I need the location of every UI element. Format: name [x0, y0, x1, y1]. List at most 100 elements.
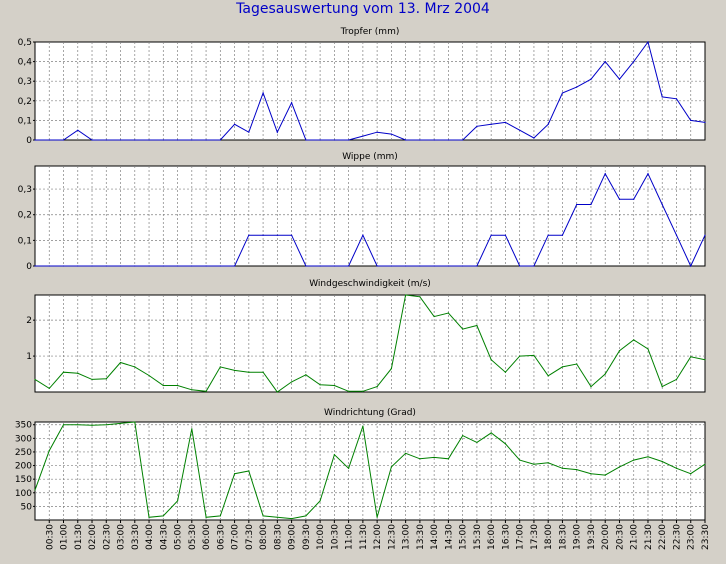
- data-point: [305, 265, 307, 267]
- y-tick-label: 0,4: [18, 58, 33, 68]
- data-point: [704, 463, 706, 465]
- data-point: [91, 378, 93, 381]
- data-point: [348, 139, 350, 141]
- data-point: [433, 265, 435, 267]
- data-point: [219, 515, 221, 517]
- data-point: [376, 265, 378, 267]
- data-point: [390, 466, 392, 468]
- x-tick-label: 20:00: [601, 524, 611, 550]
- x-tick-label: 01:30: [74, 524, 84, 550]
- data-point: [276, 234, 278, 236]
- data-point: [675, 378, 678, 381]
- x-tick-label: 06:00: [202, 524, 212, 550]
- data-point: [633, 339, 635, 341]
- data-point: [419, 139, 421, 141]
- data-point: [405, 452, 407, 454]
- data-point: [205, 516, 207, 518]
- data-point: [690, 473, 692, 475]
- data-point: [77, 129, 79, 131]
- x-tick-label: 21:30: [644, 524, 654, 550]
- data-point: [618, 78, 621, 80]
- x-tick-label: 19:00: [573, 524, 583, 550]
- data-point: [176, 500, 179, 502]
- page-title: Tagesauswertung vom 13. Mrz 2004: [236, 1, 490, 17]
- data-point: [162, 384, 164, 387]
- data-point: [48, 449, 50, 452]
- x-tick-label: 16:30: [501, 524, 511, 550]
- x-tick-label: 12:30: [387, 524, 397, 550]
- data-point: [248, 470, 250, 472]
- data-point: [119, 422, 122, 424]
- data-point: [290, 234, 293, 236]
- data-point: [48, 139, 50, 141]
- data-point: [205, 265, 207, 267]
- data-point: [91, 265, 93, 267]
- data-point: [690, 356, 692, 358]
- x-tick-label: 13:00: [402, 524, 412, 550]
- y-tick-label: 50: [21, 502, 33, 512]
- data-point: [675, 234, 678, 236]
- data-point: [305, 374, 307, 376]
- chart-panel-4: Windrichtung (Grad) 50 100 150 200 250 300 350: [15, 408, 706, 521]
- data-point: [176, 139, 179, 141]
- data-point: [476, 265, 478, 267]
- data-point: [704, 359, 706, 361]
- data-point: [604, 173, 606, 175]
- data-point: [561, 234, 564, 236]
- data-point: [34, 265, 36, 267]
- data-point: [447, 139, 450, 141]
- data-point: [219, 265, 221, 267]
- data-point: [276, 516, 278, 518]
- data-point: [647, 173, 649, 175]
- x-tick-label: 02:30: [102, 524, 112, 550]
- data-point: [618, 350, 621, 352]
- data-point: [77, 265, 79, 267]
- panel-title: Windrichtung (Grad): [324, 408, 416, 418]
- data-point: [134, 265, 136, 267]
- data-point: [675, 467, 678, 469]
- data-point: [333, 139, 335, 141]
- series-line: [35, 40, 706, 141]
- x-tick-label: 05:30: [188, 524, 198, 550]
- data-point: [547, 462, 549, 464]
- data-point: [590, 473, 592, 475]
- data-point: [604, 474, 606, 476]
- x-tick-label: 15:00: [459, 524, 469, 550]
- panel-title: Tropfer (mm): [340, 27, 400, 37]
- data-point: [675, 98, 678, 100]
- y-tick-label: 0,1: [18, 236, 32, 246]
- data-point: [205, 139, 207, 141]
- y-tick-label: 250: [15, 448, 32, 458]
- y-tick-label: 0,3: [18, 185, 32, 195]
- x-tick-label: 08:00: [259, 524, 269, 550]
- data-point: [148, 516, 150, 518]
- data-point: [504, 443, 507, 445]
- data-point: [233, 473, 236, 475]
- data-point: [490, 234, 492, 236]
- data-point: [462, 435, 464, 437]
- data-point: [462, 328, 464, 330]
- data-point: [119, 361, 122, 364]
- y-tick-label: 1: [26, 352, 32, 362]
- y-tick-label: 150: [15, 475, 32, 485]
- data-point: [233, 123, 236, 125]
- x-tick-label: 09:00: [288, 524, 298, 550]
- x-tick-label: 06:30: [216, 524, 226, 550]
- data-point: [262, 234, 264, 236]
- x-tick-label: 21:00: [630, 524, 640, 550]
- data-point: [490, 359, 492, 361]
- data-point: [661, 203, 663, 206]
- y-tick-label: 0: [26, 136, 32, 146]
- data-point: [119, 139, 122, 141]
- data-point: [433, 139, 435, 141]
- data-point: [77, 424, 79, 426]
- data-point: [476, 441, 478, 444]
- x-tick-label: 13:30: [416, 524, 426, 550]
- data-point: [319, 500, 321, 502]
- data-point: [504, 371, 507, 373]
- data-point: [119, 265, 122, 267]
- x-tick-label: 18:00: [544, 524, 554, 550]
- data-point: [62, 371, 65, 373]
- data-point: [690, 265, 692, 267]
- data-point: [333, 265, 335, 267]
